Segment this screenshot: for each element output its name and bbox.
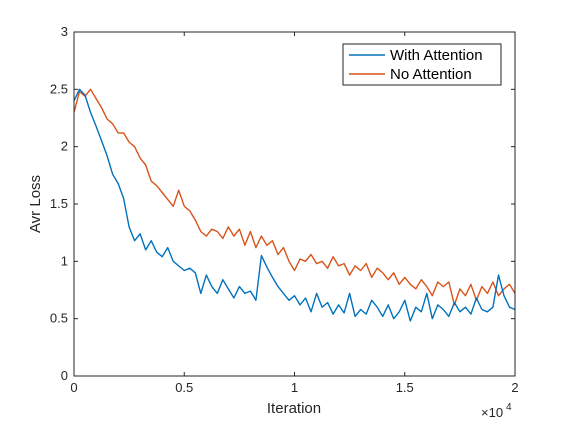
series-layer (73, 88, 516, 322)
x-tick-label: 0.5 (175, 380, 193, 395)
x-tick-label: 0 (70, 380, 77, 395)
x-exponent: ×10 4 (481, 402, 512, 420)
y-axis-label: Avr Loss (27, 175, 44, 233)
legend: With Attention No Attention (342, 43, 502, 86)
x-exponent-power: 4 (506, 402, 512, 413)
y-tick-label: 1.5 (50, 196, 68, 211)
x-tick-label: 2 (511, 380, 518, 395)
series-line-no-attention (73, 88, 516, 306)
ticks-layer: 0 0.5 1 1.5 2 0 0.5 1 1.5 2 2.5 3 (50, 24, 519, 395)
y-tick-label: 0 (61, 368, 68, 383)
y-tick-label: 3 (61, 24, 68, 39)
legend-label-no-attention: No Attention (390, 66, 472, 83)
x-tick-label: 1 (291, 380, 298, 395)
x-axis-label: Iteration (267, 400, 321, 417)
y-tick-label: 1 (61, 253, 68, 268)
y-tick-label: 2 (61, 139, 68, 154)
series-line-with-attention (73, 88, 516, 322)
x-exponent-base: ×10 (481, 405, 503, 420)
y-tick-label: 0.5 (50, 311, 68, 326)
legend-label-with-attention: With Attention (390, 47, 483, 64)
legend-box (342, 43, 502, 86)
y-tick-label: 2.5 (50, 81, 68, 96)
x-tick-label: 1.5 (396, 380, 414, 395)
